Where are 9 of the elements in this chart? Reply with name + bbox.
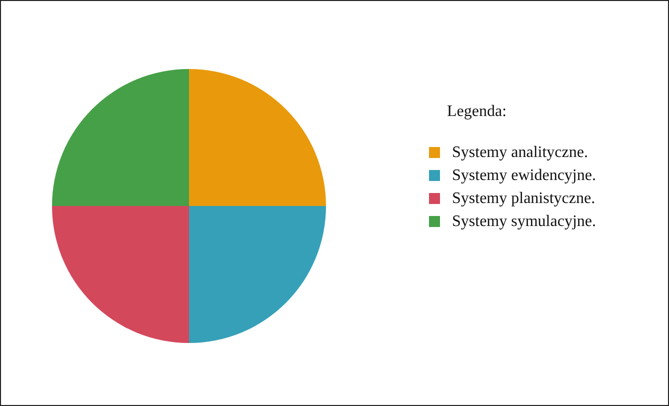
pie-slice: [189, 206, 326, 343]
legend-label: Systemy symulacyjne.: [452, 212, 596, 230]
pie-slice: [52, 206, 189, 343]
legend-label: Systemy ewidencyjne.: [452, 166, 596, 184]
pie-slice: [189, 69, 326, 206]
legend-label: Systemy analityczne.: [452, 144, 588, 162]
pie-slice: [52, 69, 189, 206]
legend-label: Systemy planistyczne.: [452, 190, 596, 208]
legend-title: Legenda:: [447, 103, 508, 121]
